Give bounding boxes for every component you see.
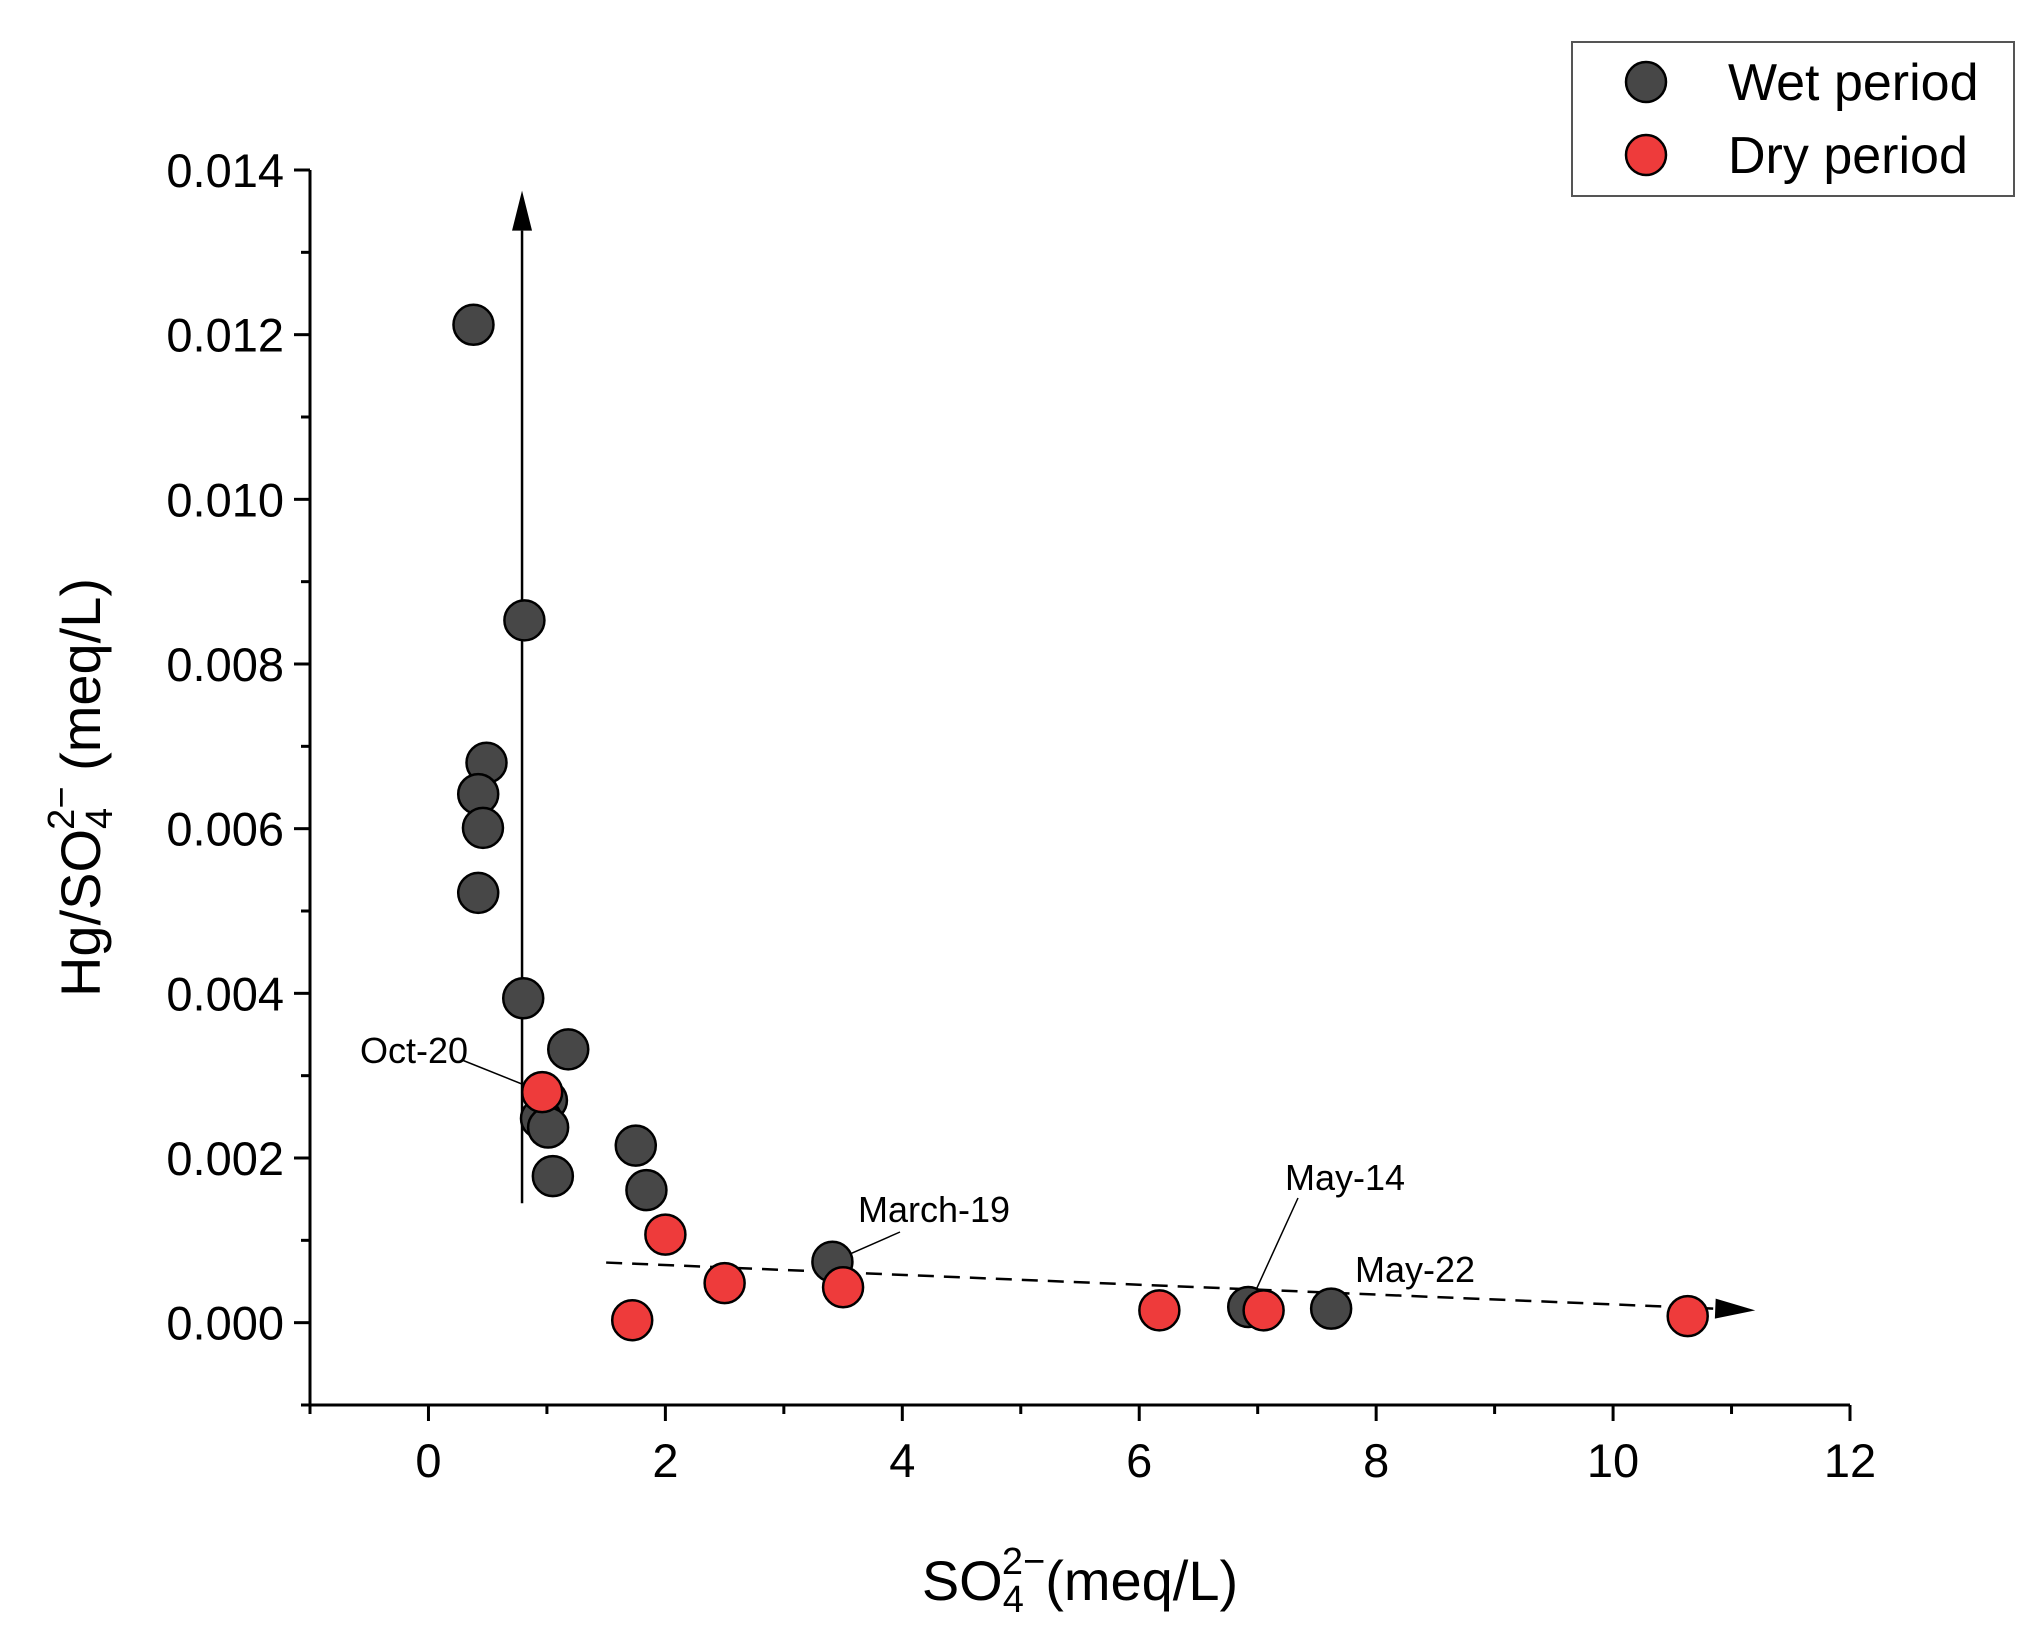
legend-label-wet-period: Wet period (1728, 54, 1979, 112)
y-axis-title-sub: 4 (79, 808, 121, 829)
y-tick-label: 0.010 (166, 473, 284, 526)
x-tick-label: 4 (889, 1434, 915, 1487)
y-axis-title-prefix: Hg/SO (49, 829, 112, 997)
dry-period-point (703, 1261, 746, 1305)
y-axis-title-sup: 2− (41, 786, 83, 829)
horizontal-trend-arrow-head (1714, 1298, 1756, 1319)
annotation-label: May-14 (1285, 1157, 1405, 1198)
y-tick-label: 0.002 (166, 1132, 284, 1185)
x-tick-label: 10 (1587, 1434, 1639, 1487)
dry-period-point (821, 1266, 865, 1309)
legend: Wet period Dry period (1571, 41, 2015, 197)
series-wet-period (452, 303, 1353, 1330)
x-axis-title-suffix: (meq/L) (1045, 1549, 1238, 1612)
wet-period-point (526, 1106, 570, 1149)
x-tick-label: 12 (1824, 1434, 1876, 1487)
x-axis-title: SO42−(meq/L) (922, 1541, 1238, 1621)
annotation-label: Oct-20 (360, 1030, 468, 1071)
legend-marker-dry-period (1624, 133, 1668, 177)
y-tick-label: 0.006 (166, 803, 284, 856)
y-axis-title: Hg/SO42− (meq/L) (41, 578, 121, 997)
wet-period-point (1309, 1287, 1353, 1330)
dry-period-point (1666, 1294, 1709, 1338)
series-dry-period (520, 1070, 1709, 1342)
wet-period-point (456, 871, 500, 915)
x-ticks: 0 2 4 6 8 10 12 (308, 1405, 1876, 1487)
vertical-trend-arrow-head (512, 190, 533, 231)
legend-label-dry-period: Dry period (1728, 127, 1968, 185)
x-tick-label: 2 (652, 1434, 678, 1487)
horizontal-trend-arrow-shaft (606, 1261, 1716, 1310)
annotation-label: March-19 (858, 1189, 1010, 1230)
axes: 0 2 4 6 8 10 12 0.000 0.002 0.004 0.006 0.008 0.010… (166, 144, 1876, 1487)
annotation-label: May-22 (1355, 1249, 1475, 1290)
x-tick-label: 0 (415, 1434, 441, 1487)
y-tick-label: 0.014 (166, 144, 284, 197)
x-axis-title-sup: 2− (1002, 1541, 1045, 1583)
wet-period-point (546, 1028, 590, 1071)
dry-period-point (1138, 1289, 1181, 1332)
y-tick-label: 0.012 (166, 309, 284, 362)
annotation-leaders (461, 1059, 1299, 1308)
y-axis-title-suffix: (meq/L) (49, 578, 112, 787)
wet-period-point (452, 303, 495, 347)
wet-period-point (625, 1168, 668, 1212)
legend-marker-wet-period (1624, 60, 1668, 104)
wet-period-point (461, 806, 505, 850)
wet-period-point (531, 1154, 575, 1198)
dry-period-point (644, 1213, 687, 1256)
y-ticks: 0.000 0.002 0.004 0.006 0.008 0.010 0.012 0.014 (166, 144, 310, 1407)
wet-period-point (501, 977, 545, 1020)
y-tick-label: 0.004 (166, 967, 284, 1020)
x-axis-title-base: SO (922, 1549, 1003, 1612)
annotations: Oct-20 March-19 May-14 May-22 (360, 1030, 1475, 1290)
y-tick-label: 0.000 (166, 1297, 284, 1350)
y-tick-label: 0.008 (166, 638, 284, 691)
x-tick-label: 6 (1126, 1434, 1152, 1487)
dry-period-point (610, 1298, 654, 1342)
dry-period-point (1242, 1289, 1285, 1332)
wet-period-point (614, 1124, 658, 1167)
dry-period-point (520, 1070, 564, 1114)
x-axis-title-sub: 4 (1003, 1579, 1024, 1621)
x-tick-label: 8 (1363, 1434, 1389, 1487)
trend-lines (512, 190, 1756, 1319)
wet-period-point (503, 599, 546, 642)
